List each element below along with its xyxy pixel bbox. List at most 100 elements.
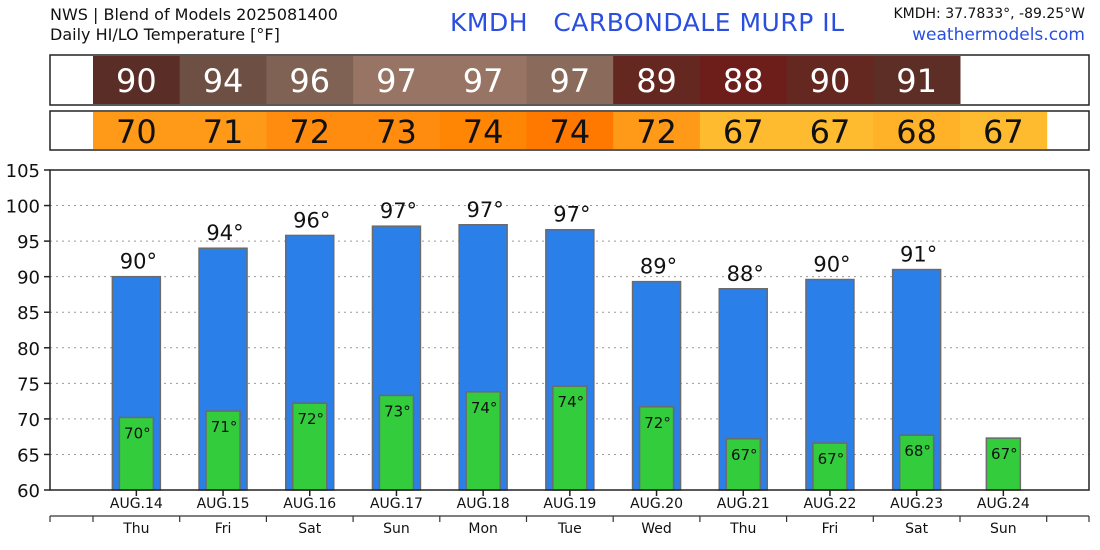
x-weekday-label: Sat bbox=[905, 521, 928, 537]
x-date-label: AUG.21 bbox=[717, 496, 770, 512]
station-coordinates: KMDH: 37.7833°, -89.25°W bbox=[893, 6, 1085, 22]
lo-bar-label: 68° bbox=[904, 442, 931, 460]
lo-bar-label: 74° bbox=[558, 393, 585, 411]
lo-cell bbox=[960, 112, 1048, 149]
x-date-label: AUG.15 bbox=[197, 496, 250, 512]
lo-cell-label: 71 bbox=[203, 113, 244, 151]
y-tick-label: 75 bbox=[17, 374, 40, 395]
hi-bar-label: 89° bbox=[640, 255, 677, 279]
hi-bar-label: 88° bbox=[727, 262, 764, 286]
lo-cell-label: 72 bbox=[636, 113, 677, 151]
hi-cell-label: 90 bbox=[116, 62, 157, 100]
hi-cell bbox=[439, 56, 527, 104]
hi-bar-label: 94° bbox=[206, 221, 243, 245]
y-tick-label: 80 bbox=[17, 339, 40, 360]
hi-cell bbox=[353, 56, 441, 104]
bars-group: 90° 70° 94° 71° 96° 72° 97° 73° 97° 74° 97° 74° 89° 7… bbox=[111, 198, 1022, 491]
lo-cell bbox=[266, 112, 354, 149]
x-weekday-label: Sun bbox=[383, 521, 410, 537]
hi-temperature-strip: 90 94 96 97 97 97 89 88 90 91 bbox=[49, 54, 1090, 106]
hi-bar-label: 97° bbox=[380, 199, 417, 223]
lo-cell-label: 74 bbox=[549, 113, 590, 151]
hi-cell-label: 89 bbox=[636, 62, 677, 100]
x-weekday-label: Mon bbox=[468, 521, 498, 537]
site-link[interactable]: weathermodels.com bbox=[912, 25, 1085, 45]
header-source-line: NWS | Blend of Models 2025081400 bbox=[50, 5, 338, 24]
hi-cell bbox=[266, 56, 354, 104]
lo-bar bbox=[292, 402, 328, 491]
x-weekday-label: Sat bbox=[298, 521, 321, 537]
lo-cell-label: 73 bbox=[376, 113, 417, 151]
hi-cell bbox=[699, 56, 788, 104]
lo-cell bbox=[613, 112, 701, 149]
hi-cell-label: 91 bbox=[896, 62, 937, 100]
lo-bar-label: 72° bbox=[297, 410, 324, 428]
hi-cell-label: 88 bbox=[723, 62, 764, 100]
hi-bar-label: 90° bbox=[813, 253, 850, 277]
y-tick-label: 85 bbox=[17, 303, 40, 324]
x-weekday-label: Wed bbox=[641, 521, 672, 537]
lo-bar-label: 73° bbox=[384, 402, 411, 420]
x-weekday-label: Thu bbox=[729, 521, 756, 537]
x-date-label: AUG.24 bbox=[977, 496, 1030, 512]
x-weekday-label: Tue bbox=[557, 521, 582, 537]
hi-bar-label: 91° bbox=[900, 243, 937, 267]
axes-group: 60 65 70 75 80 85 90 95 100 105 AUG.14 Thu AUG.15 Fri… bbox=[6, 161, 1090, 537]
hi-cell bbox=[613, 56, 701, 104]
lo-bar bbox=[812, 442, 848, 491]
lo-cell bbox=[353, 112, 441, 149]
lo-bar-label: 67° bbox=[818, 450, 845, 468]
lo-bar-label: 67° bbox=[991, 445, 1018, 463]
lo-cell bbox=[179, 112, 267, 149]
hi-cell bbox=[179, 56, 267, 104]
lo-bar bbox=[465, 391, 501, 491]
x-weekday-label: Fri bbox=[215, 521, 232, 537]
lo-bar-label: 72° bbox=[644, 414, 671, 432]
lo-cell-label: 67 bbox=[723, 113, 764, 151]
lo-cell bbox=[439, 112, 527, 149]
lo-bar bbox=[985, 437, 1022, 491]
hi-cell-label: 97 bbox=[463, 62, 504, 100]
lo-bar bbox=[118, 416, 155, 491]
hi-cell-label: 97 bbox=[376, 62, 417, 100]
lo-cell-label: 67 bbox=[983, 113, 1024, 151]
hi-bar-label: 96° bbox=[293, 208, 330, 232]
hi-cell-label: 97 bbox=[549, 62, 590, 100]
hi-cell bbox=[93, 56, 181, 104]
x-date-label: AUG.23 bbox=[890, 496, 943, 512]
hi-cell-label: 90 bbox=[810, 62, 851, 100]
lo-bar bbox=[205, 410, 241, 491]
x-weekday-label: Fri bbox=[822, 521, 839, 537]
hi-bar-label: 90° bbox=[120, 250, 157, 274]
lo-bar-label: 70° bbox=[124, 424, 151, 442]
x-weekday-label: Sun bbox=[990, 521, 1017, 537]
lo-bar bbox=[552, 385, 588, 491]
lo-cell-label: 67 bbox=[810, 113, 851, 151]
lo-cell-label: 74 bbox=[463, 113, 504, 151]
x-date-label: AUG.22 bbox=[803, 496, 856, 512]
lo-cell-label: 70 bbox=[116, 113, 157, 151]
hi-bar-label: 97° bbox=[553, 203, 590, 227]
lo-cell bbox=[93, 112, 181, 149]
lo-bar-label: 71° bbox=[211, 418, 238, 436]
hi-cell-label: 96 bbox=[289, 62, 330, 100]
hi-bar-label: 97° bbox=[467, 198, 504, 222]
lo-cell bbox=[699, 112, 788, 149]
y-tick-label: 90 bbox=[17, 268, 40, 289]
y-tick-label: 70 bbox=[17, 410, 40, 431]
lo-cell bbox=[786, 112, 874, 149]
x-date-label: AUG.16 bbox=[283, 496, 336, 512]
lo-cell-label: 68 bbox=[896, 113, 937, 151]
lo-bar-label: 74° bbox=[471, 399, 498, 417]
lo-cell bbox=[526, 112, 614, 149]
x-date-label: AUG.17 bbox=[370, 496, 423, 512]
lo-cell bbox=[873, 112, 961, 149]
x-weekday-label: Thu bbox=[122, 521, 149, 537]
lo-bar-label: 67° bbox=[731, 446, 758, 464]
y-tick-label: 60 bbox=[17, 481, 40, 502]
hi-cell bbox=[526, 56, 614, 104]
lo-temperature-strip: 70 71 72 73 74 74 72 67 67 68 67 bbox=[49, 110, 1090, 151]
hi-cell-label: 94 bbox=[203, 62, 244, 100]
y-tick-label: 65 bbox=[17, 445, 40, 466]
